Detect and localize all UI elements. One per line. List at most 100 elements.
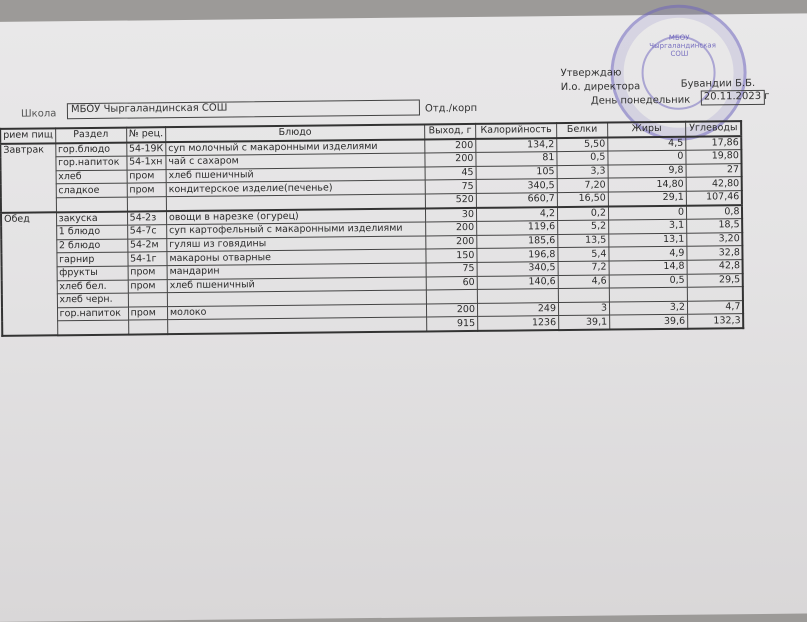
cell-calories: 185,6 [476, 234, 558, 249]
cell-yield: 520 [425, 193, 477, 209]
cell-protein: 0,2 [557, 206, 609, 221]
cell-calories: 196,8 [476, 247, 558, 263]
cell-fat: 0 [607, 150, 686, 165]
cell-protein: 4,6 [558, 274, 610, 289]
stamp-text: МБОУ Чыргаландинская СОШ [649, 33, 716, 58]
cell-section [55, 197, 128, 212]
cell-section: гарнир [56, 252, 128, 267]
cell-fat: 0,5 [609, 273, 688, 289]
approve-label: Утверждаю [560, 67, 622, 80]
col-recipe: № рец. [126, 127, 166, 143]
cell-calories: 134,2 [475, 137, 557, 153]
cell-section: гор.блюдо [55, 142, 127, 158]
cell-recipe: 54-2з [127, 210, 167, 226]
cell-protein: 16,50 [557, 192, 609, 207]
paper-sheet: МБОУ Чыргаландинская СОШ Утверждаю И.о. … [0, 4, 807, 622]
cell-section: 1 блюдо [56, 225, 128, 240]
director-name: Бувандии Б.Б. [680, 77, 756, 90]
date-field: 20.11.2023 г [700, 89, 770, 106]
day-label: День понедельник [590, 94, 691, 107]
cell-section: хлеб черн. [56, 293, 129, 308]
cell-recipe: пром [126, 183, 167, 198]
director-label: И.о. директора [560, 81, 641, 94]
cell-fat: 14,8 [608, 260, 688, 275]
cell-calories: 660,7 [476, 192, 558, 208]
cell-carbs: 0,8 [686, 204, 743, 220]
cell-calories: 81 [475, 151, 557, 167]
cell-carbs: 19,80 [685, 149, 742, 165]
cell-carbs: 18,5 [686, 218, 743, 233]
lunch-group: Обед закуска 54-2з овощи в нарезке (огурец)… [0, 204, 744, 336]
cell-carbs: 29,5 [687, 273, 744, 288]
cell-recipe: пром [128, 306, 168, 321]
col-yield: Выход, г [424, 123, 476, 140]
cell-protein [558, 288, 610, 303]
cell-carbs: 132,3 [687, 313, 744, 329]
cell-protein: 7,20 [557, 178, 609, 193]
cell-yield: 200 [424, 152, 476, 167]
menu-document: МБОУ Чыргаландинская СОШ Утверждаю И.о. … [0, 4, 804, 422]
cell-carbs: 27 [685, 163, 743, 178]
cell-recipe [127, 292, 168, 307]
cell-fat: 4,5 [607, 136, 686, 152]
cell-yield: 60 [426, 275, 478, 291]
cell-section: хлеб [55, 169, 127, 185]
cell-protein: 7,2 [557, 260, 610, 276]
cell-yield: 200 [425, 221, 477, 236]
cell-fat: 9,8 [607, 164, 687, 179]
breakfast-group: Завтрак гор.блюдо 54-19К суп молочный с мак… [0, 135, 743, 213]
cell-calories [477, 288, 559, 304]
cell-calories: 105 [475, 165, 558, 180]
cell-yield: 200 [424, 138, 476, 154]
cell-recipe: 54-1г [127, 252, 167, 267]
dept-label: Отд./корп [424, 102, 478, 115]
cell-calories: 249 [477, 302, 559, 317]
cell-fat: 0 [608, 205, 687, 221]
cell-yield: 75 [425, 179, 477, 194]
cell-calories: 119,6 [476, 220, 558, 236]
col-protein: Белки [556, 122, 608, 138]
cell-recipe: пром [126, 169, 167, 184]
cell-fat: 39,6 [609, 314, 688, 330]
col-meal: рием пищ [0, 128, 56, 144]
cell-fat: 3,2 [609, 300, 688, 316]
cell-carbs: 32,8 [686, 245, 743, 261]
school-label: Школа [20, 108, 57, 120]
cell-calories: 4,2 [476, 206, 558, 222]
cell-yield: 915 [426, 316, 478, 332]
cell-recipe [128, 319, 168, 335]
cell-recipe: пром [127, 265, 168, 280]
cell-protein: 39,1 [558, 315, 610, 330]
cell-section: 2 блюдо [56, 238, 128, 254]
cell-fat: 14,80 [608, 177, 687, 193]
cell-yield: 150 [425, 248, 477, 263]
meal-cell: Завтрак [0, 142, 57, 213]
cell-section: гор.напиток [57, 306, 129, 322]
cell-carbs: 4,7 [687, 300, 744, 315]
col-section: Раздел [55, 127, 127, 143]
cell-fat: 3,1 [608, 219, 687, 234]
cell-calories: 1236 [477, 315, 559, 331]
cell-section: гор.напиток [55, 156, 127, 171]
cell-fat: 13,1 [608, 232, 687, 248]
cell-carbs: 42,8 [686, 259, 744, 274]
cell-recipe [126, 196, 167, 212]
meal-cell: Обед [0, 211, 58, 336]
menu-table: рием пищ Раздел № рец. Блюдо Выход, г Ка… [0, 120, 745, 337]
cell-protein: 0,5 [556, 151, 608, 166]
cell-recipe: 54-1хн [126, 155, 166, 170]
cell-fat: 29,1 [608, 191, 687, 207]
cell-carbs: 17,86 [685, 135, 742, 151]
cell-protein: 3,3 [556, 164, 609, 179]
cell-section: хлеб бел. [56, 279, 128, 294]
cell-yield: 30 [425, 207, 477, 223]
cell-protein: 3 [558, 301, 610, 316]
cell-fat [609, 287, 688, 302]
cell-yield: 75 [425, 262, 478, 277]
cell-carbs [687, 286, 744, 301]
cell-recipe: 54-19К [126, 141, 166, 157]
cell-yield [426, 289, 478, 304]
cell-carbs: 3,20 [686, 232, 743, 247]
cell-fat: 4,9 [608, 246, 687, 261]
cell-recipe: пром [127, 279, 168, 294]
